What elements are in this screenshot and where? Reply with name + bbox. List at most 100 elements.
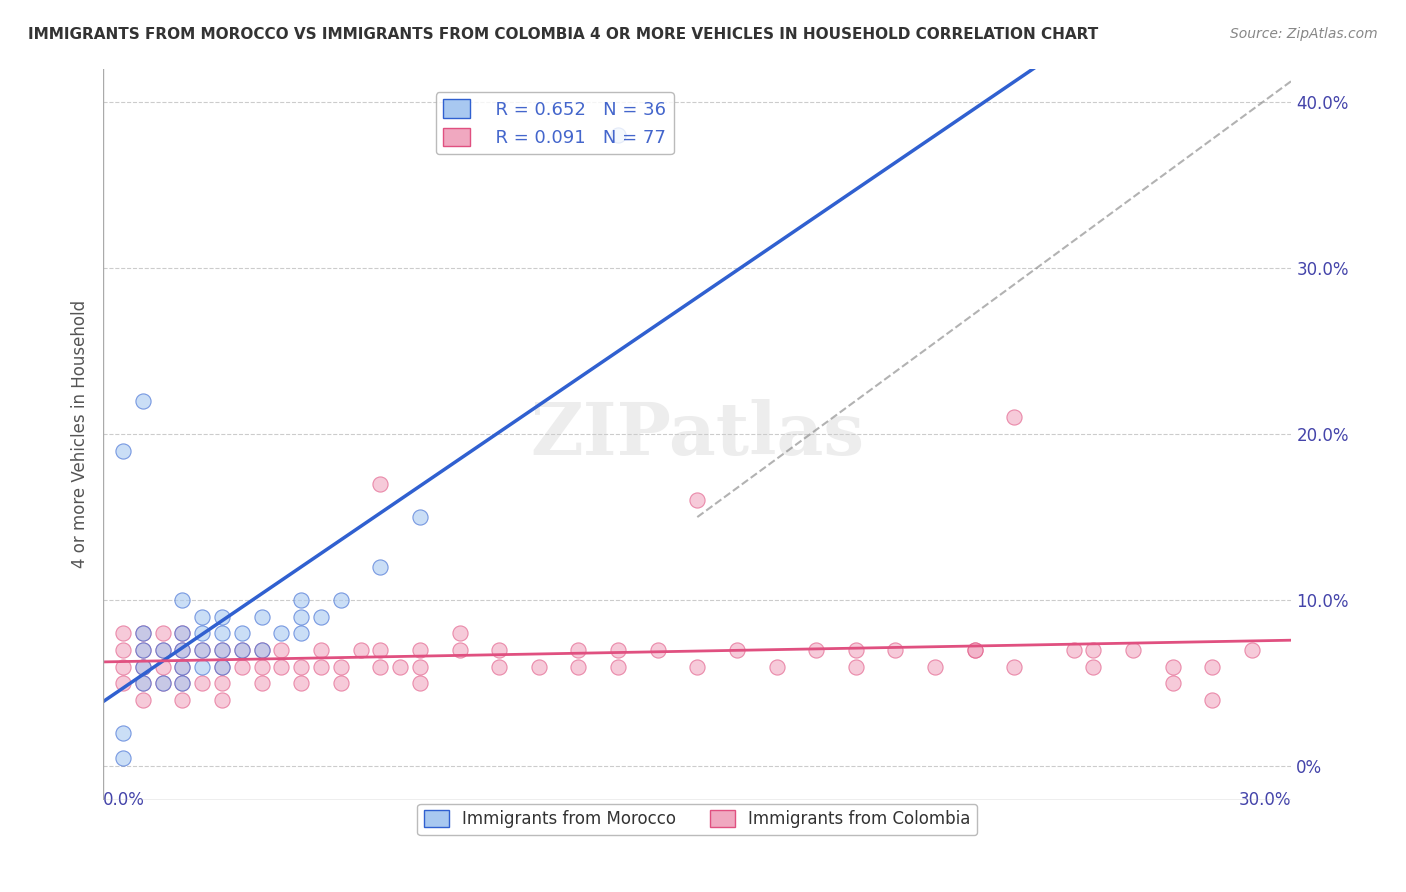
Point <box>152 676 174 690</box>
Point <box>231 643 253 657</box>
Point <box>686 493 709 508</box>
Point <box>152 676 174 690</box>
Point <box>250 643 273 657</box>
Point <box>329 659 352 673</box>
Point <box>231 643 253 657</box>
Point <box>1083 643 1105 657</box>
Point <box>370 659 392 673</box>
Point <box>211 659 233 673</box>
Point <box>250 659 273 673</box>
Point <box>111 726 134 740</box>
Point <box>804 643 827 657</box>
Point <box>309 609 332 624</box>
Point <box>370 476 392 491</box>
Point <box>765 659 787 673</box>
Point <box>191 659 214 673</box>
Point <box>172 593 194 607</box>
Point <box>111 676 134 690</box>
Point <box>111 659 134 673</box>
Point <box>152 643 174 657</box>
Point <box>172 643 194 657</box>
Point <box>172 626 194 640</box>
Point <box>111 443 134 458</box>
Point <box>449 643 471 657</box>
Point <box>290 626 312 640</box>
Point <box>290 676 312 690</box>
Text: 30.0%: 30.0% <box>1239 791 1292 809</box>
Point <box>172 676 194 690</box>
Point <box>290 609 312 624</box>
Point <box>152 643 174 657</box>
Point <box>191 626 214 640</box>
Point <box>231 626 253 640</box>
Point <box>329 676 352 690</box>
Text: 0.0%: 0.0% <box>103 791 145 809</box>
Point <box>567 643 589 657</box>
Point <box>290 593 312 607</box>
Point <box>132 626 155 640</box>
Point <box>1161 676 1184 690</box>
Point <box>250 643 273 657</box>
Point <box>409 643 432 657</box>
Point <box>211 626 233 640</box>
Point <box>132 676 155 690</box>
Point <box>172 626 194 640</box>
Text: ZIPatlas: ZIPatlas <box>530 399 865 469</box>
Point <box>409 676 432 690</box>
Point <box>488 643 510 657</box>
Point <box>309 643 332 657</box>
Point <box>172 643 194 657</box>
Point <box>132 643 155 657</box>
Point <box>370 643 392 657</box>
Point <box>449 626 471 640</box>
Point <box>250 609 273 624</box>
Point <box>231 659 253 673</box>
Point <box>686 659 709 673</box>
Point <box>1002 410 1025 425</box>
Point <box>211 609 233 624</box>
Point <box>607 659 630 673</box>
Point <box>132 693 155 707</box>
Point <box>172 693 194 707</box>
Point <box>1201 659 1223 673</box>
Point <box>845 643 868 657</box>
Point <box>152 626 174 640</box>
Point <box>270 659 292 673</box>
Point <box>270 626 292 640</box>
Point <box>963 643 986 657</box>
Point <box>211 659 233 673</box>
Point <box>963 643 986 657</box>
Point <box>211 643 233 657</box>
Point <box>132 393 155 408</box>
Point <box>1201 693 1223 707</box>
Point <box>389 659 412 673</box>
Point <box>349 643 371 657</box>
Point <box>488 659 510 673</box>
Point <box>132 659 155 673</box>
Point <box>111 751 134 765</box>
Point <box>884 643 907 657</box>
Point <box>191 676 214 690</box>
Point <box>132 643 155 657</box>
Point <box>567 659 589 673</box>
Point <box>1161 659 1184 673</box>
Point <box>1240 643 1263 657</box>
Point <box>172 659 194 673</box>
Point <box>725 643 748 657</box>
Point <box>845 659 868 673</box>
Point <box>211 693 233 707</box>
Point <box>191 643 214 657</box>
Point <box>329 593 352 607</box>
Point <box>1122 643 1144 657</box>
Point <box>270 643 292 657</box>
Point <box>1083 659 1105 673</box>
Point <box>647 643 669 657</box>
Text: Source: ZipAtlas.com: Source: ZipAtlas.com <box>1230 27 1378 41</box>
Point <box>924 659 946 673</box>
Point <box>1002 659 1025 673</box>
Point <box>191 643 214 657</box>
Point <box>607 128 630 142</box>
Text: IMMIGRANTS FROM MOROCCO VS IMMIGRANTS FROM COLOMBIA 4 OR MORE VEHICLES IN HOUSEH: IMMIGRANTS FROM MOROCCO VS IMMIGRANTS FR… <box>28 27 1098 42</box>
Point <box>290 659 312 673</box>
Point <box>250 676 273 690</box>
